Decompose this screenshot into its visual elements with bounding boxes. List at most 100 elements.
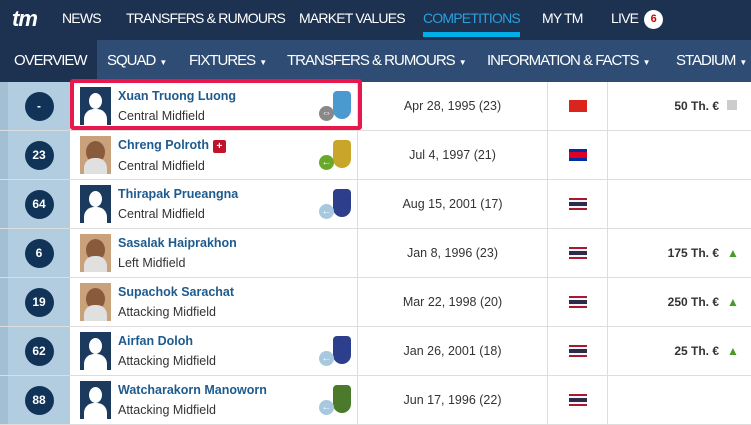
market-value-cell bbox=[608, 131, 751, 179]
active-tab-background bbox=[0, 40, 97, 82]
club-transfer-icon[interactable]: ← bbox=[319, 138, 353, 172]
nav-live-label: LIVE bbox=[611, 10, 639, 26]
nav-transfers-rumours[interactable]: TRANSFERS & RUMOURS bbox=[126, 10, 286, 26]
tab-squad[interactable]: SQUAD ▼ bbox=[107, 40, 167, 82]
caret-down-icon: ▼ bbox=[739, 58, 748, 67]
player-photo[interactable] bbox=[80, 283, 111, 321]
player-name: Thirapak Prueangna bbox=[118, 187, 239, 201]
shirt-number-badge: 6 bbox=[24, 238, 54, 268]
player-name-link[interactable]: Chreng Polroth + bbox=[118, 138, 319, 153]
nationality bbox=[548, 229, 608, 277]
tab-label: FIXTURES bbox=[189, 52, 256, 69]
shirt-number: - bbox=[0, 82, 70, 130]
player-name-link[interactable]: Airfan Doloh bbox=[118, 334, 319, 348]
club-transfer-icon[interactable]: ⇔ bbox=[319, 89, 353, 123]
shirt-number: 6 bbox=[0, 229, 70, 277]
player-photo[interactable] bbox=[80, 381, 111, 419]
player-cell: Thirapak Prueangna Central Midfield ← bbox=[70, 180, 358, 228]
shirt-number: 62 bbox=[0, 327, 70, 375]
player-photo[interactable] bbox=[80, 234, 111, 272]
player-photo[interactable] bbox=[80, 332, 111, 370]
nationality bbox=[548, 278, 608, 326]
market-value[interactable]: 175 Th. € bbox=[667, 246, 719, 260]
nav-live[interactable]: LIVE 6 bbox=[611, 0, 664, 40]
nav-my-tm[interactable]: MY TM bbox=[542, 10, 583, 26]
caret-down-icon: ▼ bbox=[259, 58, 268, 67]
market-value-cell: 250 Th. € ▲ bbox=[608, 278, 751, 326]
player-position: Central Midfield bbox=[118, 158, 205, 173]
club-crest-icon bbox=[333, 385, 351, 413]
player-name: Airfan Doloh bbox=[118, 334, 193, 348]
shirt-number: 19 bbox=[0, 278, 70, 326]
date-of-birth: Aug 15, 2001 (17) bbox=[358, 180, 548, 228]
trend-neutral-icon bbox=[727, 99, 737, 113]
transfer-arrow-icon: ← bbox=[319, 351, 334, 366]
thailand-flag-icon bbox=[568, 345, 587, 357]
table-row: 88 Watcharakorn Manoworn Attacking Midfi… bbox=[0, 376, 751, 425]
transfermarkt-logo[interactable]: tm bbox=[12, 6, 38, 31]
tab-stadium[interactable]: STADIUM ▼ bbox=[676, 40, 747, 82]
player-cell: Xuan Truong Luong Central Midfield ⇔ bbox=[70, 82, 358, 130]
player-name-link[interactable]: Sasalak Haiprakhon bbox=[118, 236, 357, 250]
thailand-flag-icon bbox=[568, 247, 587, 259]
player-photo[interactable] bbox=[80, 136, 111, 174]
tab-transfers-rumours[interactable]: TRANSFERS & RUMOURS ▼ bbox=[287, 40, 467, 82]
club-transfer-icon[interactable]: ← bbox=[319, 383, 353, 417]
trend-up-icon: ▲ bbox=[727, 344, 739, 358]
player-cell: Chreng Polroth + Central Midfield ← bbox=[70, 131, 358, 179]
player-name: Watcharakorn Manoworn bbox=[118, 383, 267, 397]
player-name: Sasalak Haiprakhon bbox=[118, 236, 237, 250]
highlight-box bbox=[70, 79, 362, 130]
club-transfer-icon[interactable]: ← bbox=[319, 334, 353, 368]
table-row: 62 Airfan Doloh Attacking Midfield ← Jan … bbox=[0, 327, 751, 376]
club-transfer-icon[interactable]: ← bbox=[319, 187, 353, 221]
club-crest-icon bbox=[333, 140, 351, 168]
shirt-number-badge: 19 bbox=[24, 287, 54, 317]
market-value-cell: 50 Th. € bbox=[608, 82, 751, 130]
table-row: 23 Chreng Polroth + Central Midfield ← Jul… bbox=[0, 131, 751, 180]
market-value-cell bbox=[608, 180, 751, 228]
transfer-arrow-icon: ⇔ bbox=[319, 106, 334, 121]
shirt-number: 64 bbox=[0, 180, 70, 228]
player-position: Left Midfield bbox=[118, 256, 186, 270]
date-of-birth: Jun 17, 1996 (22) bbox=[358, 376, 548, 424]
club-crest-icon bbox=[333, 189, 351, 217]
nationality bbox=[548, 82, 608, 130]
transfer-arrow-icon: ← bbox=[319, 155, 334, 170]
nav-news[interactable]: NEWS bbox=[62, 10, 102, 26]
cambodia-flag-icon bbox=[568, 149, 587, 161]
market-value[interactable]: 50 Th. € bbox=[674, 99, 719, 113]
shirt-number: 88 bbox=[0, 376, 70, 424]
date-of-birth: Jan 8, 1996 (23) bbox=[358, 229, 548, 277]
market-value-cell bbox=[608, 376, 751, 424]
player-name-link[interactable]: Watcharakorn Manoworn bbox=[118, 383, 319, 397]
nationality bbox=[548, 327, 608, 375]
player-position: Attacking Midfield bbox=[118, 354, 216, 368]
vietnam-flag-icon bbox=[568, 100, 587, 112]
nav-competitions[interactable]: COMPETITIONS bbox=[423, 0, 521, 40]
nationality bbox=[548, 376, 608, 424]
nav-market-values[interactable]: MARKET VALUES bbox=[299, 10, 406, 26]
player-name-link[interactable]: Supachok Sarachat bbox=[118, 285, 357, 299]
market-value[interactable]: 25 Th. € bbox=[674, 344, 719, 358]
thailand-flag-icon bbox=[568, 198, 587, 210]
player-position: Attacking Midfield bbox=[118, 305, 216, 319]
shirt-number: 23 bbox=[0, 131, 70, 179]
top-navigation: tm NEWS TRANSFERS & RUMOURS MARKET VALUE… bbox=[0, 0, 751, 40]
tab-fixtures[interactable]: FIXTURES ▼ bbox=[189, 40, 267, 82]
tab-overview[interactable]: OVERVIEW bbox=[14, 52, 88, 69]
player-name-link[interactable]: Thirapak Prueangna bbox=[118, 187, 319, 201]
transfer-arrow-icon: ← bbox=[319, 400, 334, 415]
trend-up-icon: ▲ bbox=[727, 246, 739, 260]
market-value[interactable]: 250 Th. € bbox=[667, 295, 719, 309]
player-name: Supachok Sarachat bbox=[118, 285, 235, 299]
tab-information-facts[interactable]: INFORMATION & FACTS ▼ bbox=[487, 40, 650, 82]
date-of-birth: Jan 26, 2001 (18) bbox=[358, 327, 548, 375]
player-name-link[interactable]: Xuan Truong Luong bbox=[118, 89, 319, 103]
player-cell: Sasalak Haiprakhon Left Midfield bbox=[70, 229, 358, 277]
player-position: Attacking Midfield bbox=[118, 403, 216, 417]
player-photo[interactable] bbox=[80, 185, 111, 223]
player-photo[interactable] bbox=[80, 87, 111, 125]
shirt-number-badge: - bbox=[24, 91, 54, 121]
transfer-arrow-icon: ← bbox=[319, 204, 334, 219]
